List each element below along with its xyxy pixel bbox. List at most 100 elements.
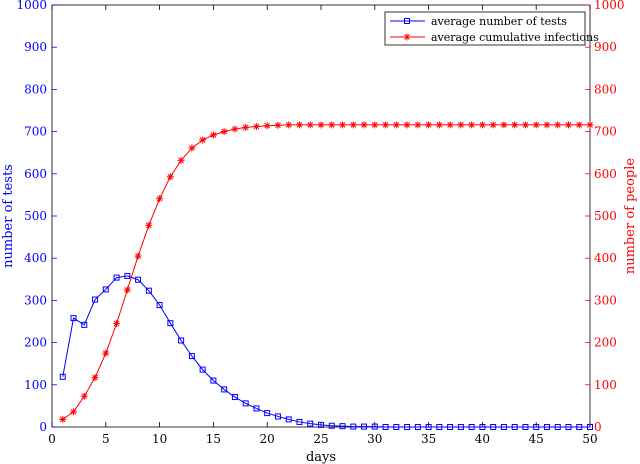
data-point-tests: [135, 276, 142, 283]
x-tick-label: 30: [367, 432, 382, 446]
legend-marker-tests: [404, 18, 410, 24]
y-axis-left-label: number of tests: [1, 164, 16, 268]
data-point-tests: [533, 424, 540, 430]
data-point-infections: [113, 320, 121, 328]
x-tick-label: 50: [582, 432, 597, 446]
data-point-infections: [371, 121, 379, 129]
data-point-tests: [124, 272, 131, 279]
data-point-infections: [209, 131, 217, 139]
data-point-infections: [382, 121, 390, 129]
data-point-infections: [511, 121, 519, 129]
data-point-tests: [328, 422, 335, 429]
data-point-tests: [565, 424, 572, 430]
data-point-tests: [339, 423, 346, 430]
data-point-tests: [457, 424, 464, 430]
x-tick-label: 20: [260, 432, 275, 446]
y-right-tick-label: 1000: [594, 0, 625, 12]
data-point-tests: [296, 418, 303, 425]
data-point-tests: [307, 420, 314, 427]
data-point-tests: [81, 321, 88, 328]
data-point-tests: [361, 423, 368, 430]
x-tick-label: 5: [102, 432, 110, 446]
data-point-infections: [328, 121, 336, 129]
data-point-tests: [393, 424, 400, 430]
y-left-tick-label: 100: [24, 378, 47, 392]
data-point-tests: [414, 424, 421, 430]
data-point-infections: [543, 121, 551, 129]
data-point-infections: [295, 121, 303, 129]
data-point-tests: [70, 315, 77, 322]
data-point-tests: [210, 377, 217, 384]
data-point-infections: [317, 121, 325, 129]
y-left-tick-label: 700: [24, 125, 47, 139]
y-left-tick-label: 400: [24, 251, 47, 265]
data-point-tests: [285, 416, 292, 423]
x-axis: 0 5 10 15 20 25 30 35 40 45 50: [48, 5, 598, 446]
data-point-infections: [446, 121, 454, 129]
data-point-tests: [436, 424, 443, 430]
data-point-infections: [166, 173, 174, 181]
data-point-infections: [123, 286, 131, 294]
data-point-tests: [382, 424, 389, 430]
data-point-infections: [274, 121, 282, 129]
y-left-tick-label: 900: [24, 40, 47, 54]
data-point-tests: [522, 424, 529, 430]
data-point-tests: [511, 424, 518, 430]
data-point-tests: [264, 410, 271, 417]
y-left-tick-label: 200: [24, 336, 47, 350]
y-right-tick-label: 700: [594, 125, 617, 139]
data-point-infections: [425, 121, 433, 129]
y-right-tick-label: 900: [594, 40, 617, 54]
x-tick-label: 10: [152, 432, 167, 446]
data-point-tests: [156, 302, 163, 309]
x-tick-label: 25: [313, 432, 328, 446]
series-line-1: [62, 124, 590, 420]
y-left-tick-label: 600: [24, 167, 47, 181]
data-point-infections: [414, 121, 422, 129]
data-point-infections: [231, 125, 239, 133]
data-point-infections: [564, 121, 572, 129]
data-point-tests: [253, 405, 260, 412]
data-point-infections: [242, 123, 250, 131]
data-point-infections: [70, 408, 78, 416]
data-point-tests: [274, 413, 281, 420]
y-right-tick-label: 500: [594, 209, 617, 223]
y-right-tick-label: 400: [594, 251, 617, 265]
data-point-infections: [521, 121, 529, 129]
series-line-0: [62, 275, 590, 428]
y-left-tick-label: 500: [24, 209, 47, 223]
y-left-tick-label: 1000: [16, 0, 47, 12]
data-point-infections: [199, 136, 207, 144]
data-point-tests: [188, 353, 195, 360]
data-point-infections: [360, 121, 368, 129]
data-point-tests: [350, 423, 357, 430]
data-point-tests: [113, 274, 120, 281]
data-point-infections: [489, 121, 497, 129]
data-point-tests: [425, 424, 432, 430]
y-axis-right: 0 100 200 300 400 500 600 700 800 900 1000: [585, 0, 625, 434]
x-axis-label: days: [306, 450, 336, 464]
x-tick-label: 35: [421, 432, 436, 446]
y-right-tick-label: 800: [594, 82, 617, 96]
data-point-infections: [478, 121, 486, 129]
y-axis-left: 0 100 200 300 400 500 600 700 800 900 1000: [16, 0, 57, 434]
data-point-infections: [102, 349, 110, 357]
data-point-tests: [92, 296, 99, 303]
y-right-tick-label: 300: [594, 293, 617, 307]
data-point-tests: [371, 423, 378, 430]
data-point-infections: [220, 128, 228, 136]
data-point-tests: [447, 424, 454, 430]
data-point-tests: [468, 424, 475, 430]
data-point-infections: [188, 144, 196, 152]
y-right-tick-label: 200: [594, 336, 617, 350]
data-point-tests: [587, 424, 593, 430]
data-point-infections: [435, 121, 443, 129]
data-point-infections: [145, 221, 153, 229]
x-tick-label: 15: [206, 432, 221, 446]
data-point-infections: [263, 122, 271, 130]
data-point-infections: [349, 121, 357, 129]
data-point-tests: [576, 424, 583, 430]
data-point-tests: [231, 394, 238, 401]
data-point-tests: [221, 386, 228, 393]
legend-marker-infections: [403, 33, 411, 41]
